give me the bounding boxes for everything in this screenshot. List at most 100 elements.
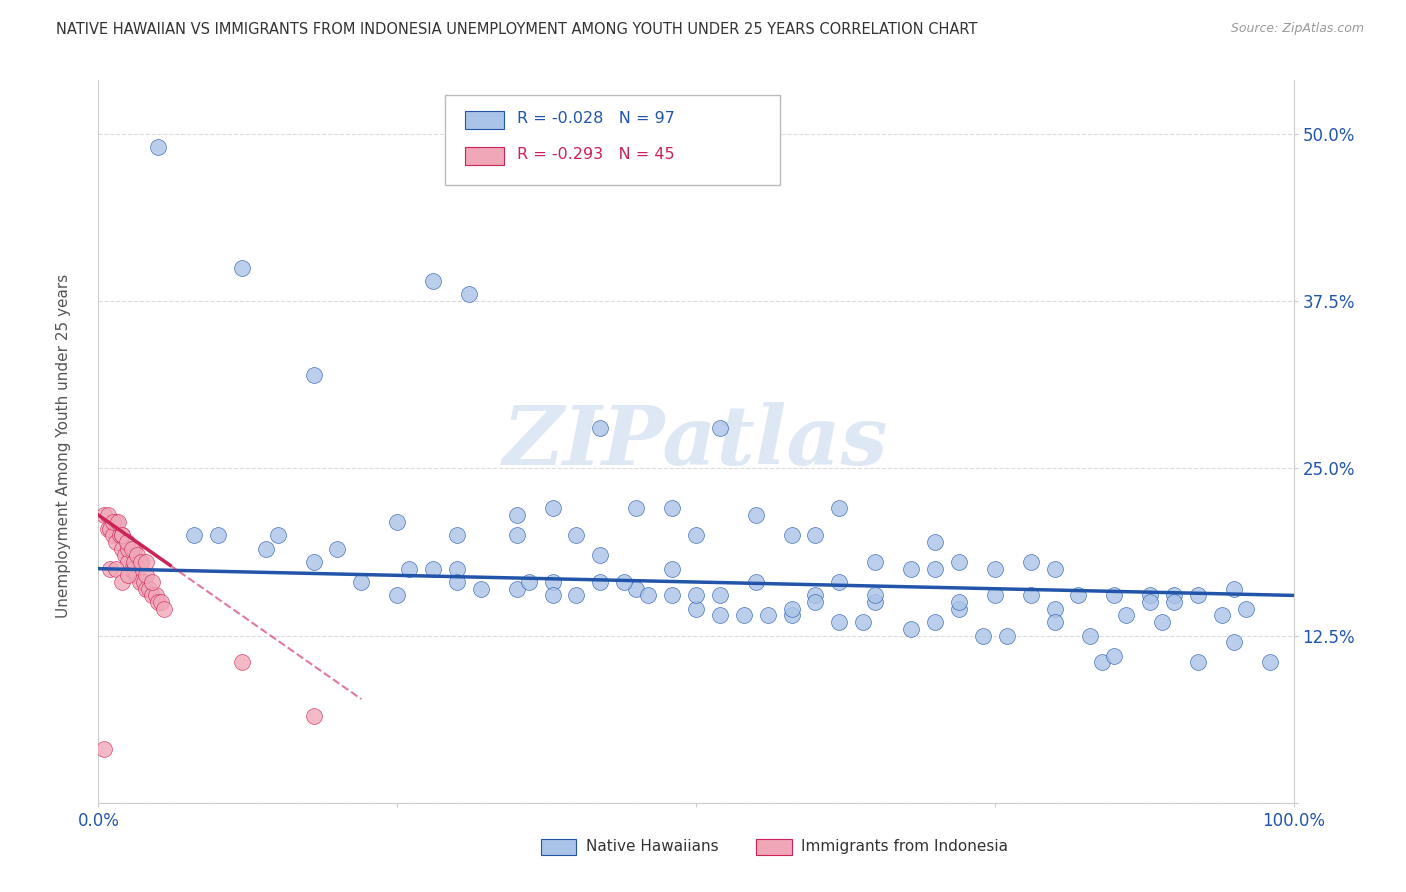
Point [506, 528, 529, 542]
Point [924, 615, 946, 630]
Point [589, 548, 612, 563]
Point [98, 521, 122, 535]
Point [924, 534, 946, 549]
Point [1139, 589, 1161, 603]
Point [517, 575, 540, 590]
Point [117, 555, 139, 569]
Point [148, 140, 170, 154]
Point [685, 589, 707, 603]
Point [105, 562, 128, 576]
Point [804, 589, 827, 603]
Point [129, 555, 152, 569]
Point [685, 602, 707, 616]
Point [129, 575, 152, 590]
Point [1139, 595, 1161, 609]
Point [1163, 589, 1185, 603]
Point [101, 528, 124, 542]
Point [506, 582, 529, 596]
Point [111, 528, 134, 542]
Point [984, 589, 1007, 603]
Point [506, 508, 529, 523]
Point [1104, 589, 1126, 603]
Point [780, 528, 803, 542]
Point [121, 541, 143, 556]
Text: NATIVE HAWAIIAN VS IMMIGRANTS FROM INDONESIA UNEMPLOYMENT AMONG YOUTH UNDER 25 Y: NATIVE HAWAIIAN VS IMMIGRANTS FROM INDON… [56, 22, 977, 37]
Point [972, 628, 994, 642]
Point [470, 582, 492, 596]
Point [458, 287, 481, 301]
Text: Immigrants from Indonesia: Immigrants from Indonesia [801, 838, 1008, 854]
Point [115, 534, 138, 549]
Point [661, 562, 683, 576]
Point [804, 595, 827, 609]
Point [105, 534, 128, 549]
Point [107, 515, 129, 529]
Point [141, 575, 163, 590]
Point [804, 528, 827, 542]
Point [1019, 589, 1042, 603]
Point [924, 562, 946, 576]
Point [101, 515, 124, 529]
Point [183, 528, 205, 542]
Point [93, 508, 115, 523]
Point [745, 575, 768, 590]
Point [900, 622, 922, 636]
Point [446, 562, 468, 576]
Point [685, 528, 707, 542]
FancyBboxPatch shape [446, 95, 780, 185]
Point [1115, 608, 1137, 623]
Point [661, 589, 683, 603]
Point [626, 501, 648, 516]
Point [709, 589, 731, 603]
Text: Source: ZipAtlas.com: Source: ZipAtlas.com [1230, 22, 1364, 36]
Point [117, 541, 139, 556]
Point [138, 582, 160, 596]
Point [1152, 615, 1174, 630]
Point [98, 562, 122, 576]
Point [207, 528, 229, 542]
Point [135, 555, 157, 569]
Point [1187, 655, 1209, 669]
Bar [541, 838, 576, 855]
Text: Native Hawaiians: Native Hawaiians [586, 838, 718, 854]
Point [117, 568, 139, 582]
Point [97, 508, 120, 523]
Point [733, 608, 755, 623]
Point [1043, 562, 1066, 576]
Bar [465, 147, 503, 165]
Point [613, 575, 636, 590]
Point [637, 589, 659, 603]
Point [1258, 655, 1281, 669]
Point [995, 628, 1018, 642]
Point [111, 575, 134, 590]
Point [125, 568, 148, 582]
Point [1091, 655, 1114, 669]
Point [756, 608, 779, 623]
Point [131, 555, 153, 569]
Point [1104, 648, 1126, 663]
Point [661, 501, 683, 516]
Point [828, 615, 851, 630]
Point [93, 742, 115, 756]
Point [541, 589, 564, 603]
Point [350, 575, 373, 590]
Point [326, 541, 349, 556]
Point [302, 555, 325, 569]
Point [254, 541, 277, 556]
Point [1019, 555, 1042, 569]
Point [626, 582, 648, 596]
Point [385, 515, 409, 529]
Text: R = -0.028   N = 97: R = -0.028 N = 97 [517, 112, 675, 126]
Point [111, 528, 134, 542]
Point [865, 589, 887, 603]
Point [145, 589, 167, 603]
Point [121, 562, 143, 576]
Point [422, 562, 444, 576]
Point [984, 562, 1007, 576]
Point [1163, 595, 1185, 609]
Point [125, 548, 148, 563]
Point [1234, 602, 1257, 616]
Point [948, 595, 970, 609]
Point [267, 528, 290, 542]
Point [828, 575, 851, 590]
